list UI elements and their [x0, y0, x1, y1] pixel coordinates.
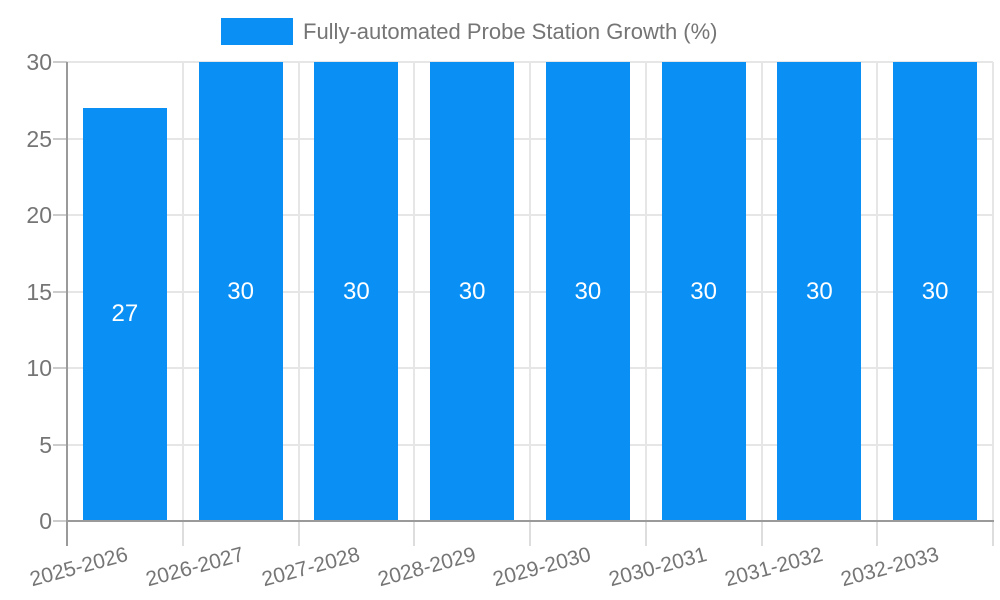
gridline-vertical: [529, 62, 531, 521]
y-axis-tick-label: 25: [26, 125, 52, 152]
y-axis-tick: [53, 137, 67, 140]
gridline-vertical: [992, 62, 994, 521]
bar-value-label: 30: [921, 277, 949, 305]
x-axis-label: 2032-2033: [838, 543, 942, 592]
gridline-vertical: [181, 62, 184, 521]
bar[interactable]: 30: [430, 62, 515, 521]
bar[interactable]: 27: [82, 107, 167, 521]
bar-value-label: 30: [690, 277, 717, 305]
y-axis-tick-label: 5: [39, 431, 52, 458]
y-axis-tick: [53, 61, 67, 63]
y-axis-line: [66, 62, 68, 546]
bar-value-label: 30: [458, 277, 486, 305]
y-axis-tick-label: 15: [26, 278, 52, 305]
bar[interactable]: 30: [777, 62, 862, 521]
y-axis-tick-label: 30: [26, 49, 52, 75]
x-axis-tick: [297, 521, 300, 546]
legend-swatch[interactable]: [221, 18, 293, 45]
x-axis-tick: [529, 521, 531, 546]
bar-value-label: 30: [806, 277, 833, 305]
y-axis-tick-label: 20: [26, 202, 52, 228]
x-axis-tick: [760, 521, 763, 546]
gridline-vertical: [297, 62, 300, 521]
gridline-vertical: [876, 62, 879, 521]
y-axis-tick: [53, 367, 67, 369]
y-axis-tick: [53, 520, 67, 522]
x-axis-label: 2025-2026: [27, 543, 131, 592]
x-axis-tick: [644, 521, 647, 546]
y-axis-tick-label: 10: [26, 355, 52, 381]
bar-value-label: 30: [574, 277, 602, 305]
x-axis-label: 2028-2029: [375, 543, 479, 592]
legend-label: Fully-automated Probe Station Growth (%): [303, 19, 718, 44]
x-axis-label: 2029-2030: [490, 543, 594, 592]
bar-value-label: 30: [343, 277, 370, 305]
x-axis-tick: [413, 521, 416, 546]
x-axis-label: 2031-2032: [722, 543, 826, 592]
bar[interactable]: 30: [198, 62, 283, 521]
bar[interactable]: 30: [314, 62, 399, 521]
x-axis-label: 2026-2027: [143, 543, 247, 592]
bar[interactable]: 30: [893, 62, 978, 521]
bar-value-label: 27: [111, 300, 139, 328]
x-axis-baseline: [66, 520, 994, 522]
gridline-vertical: [644, 62, 647, 521]
y-axis-tick: [53, 214, 67, 216]
x-axis-label: 2027-2028: [259, 543, 363, 592]
y-axis-tick-label: 0: [39, 508, 52, 534]
gridline-vertical: [760, 62, 763, 521]
y-axis-tick: [53, 290, 67, 293]
bar[interactable]: 30: [661, 62, 746, 521]
x-axis-label: 2030-2031: [606, 543, 710, 592]
y-axis-tick: [53, 443, 67, 446]
bar[interactable]: 30: [545, 62, 630, 521]
x-axis-tick: [181, 521, 184, 546]
x-axis-tick: [992, 521, 994, 546]
bar-value-label: 30: [227, 277, 254, 305]
gridline-vertical: [413, 62, 416, 521]
x-axis-tick: [876, 521, 879, 546]
